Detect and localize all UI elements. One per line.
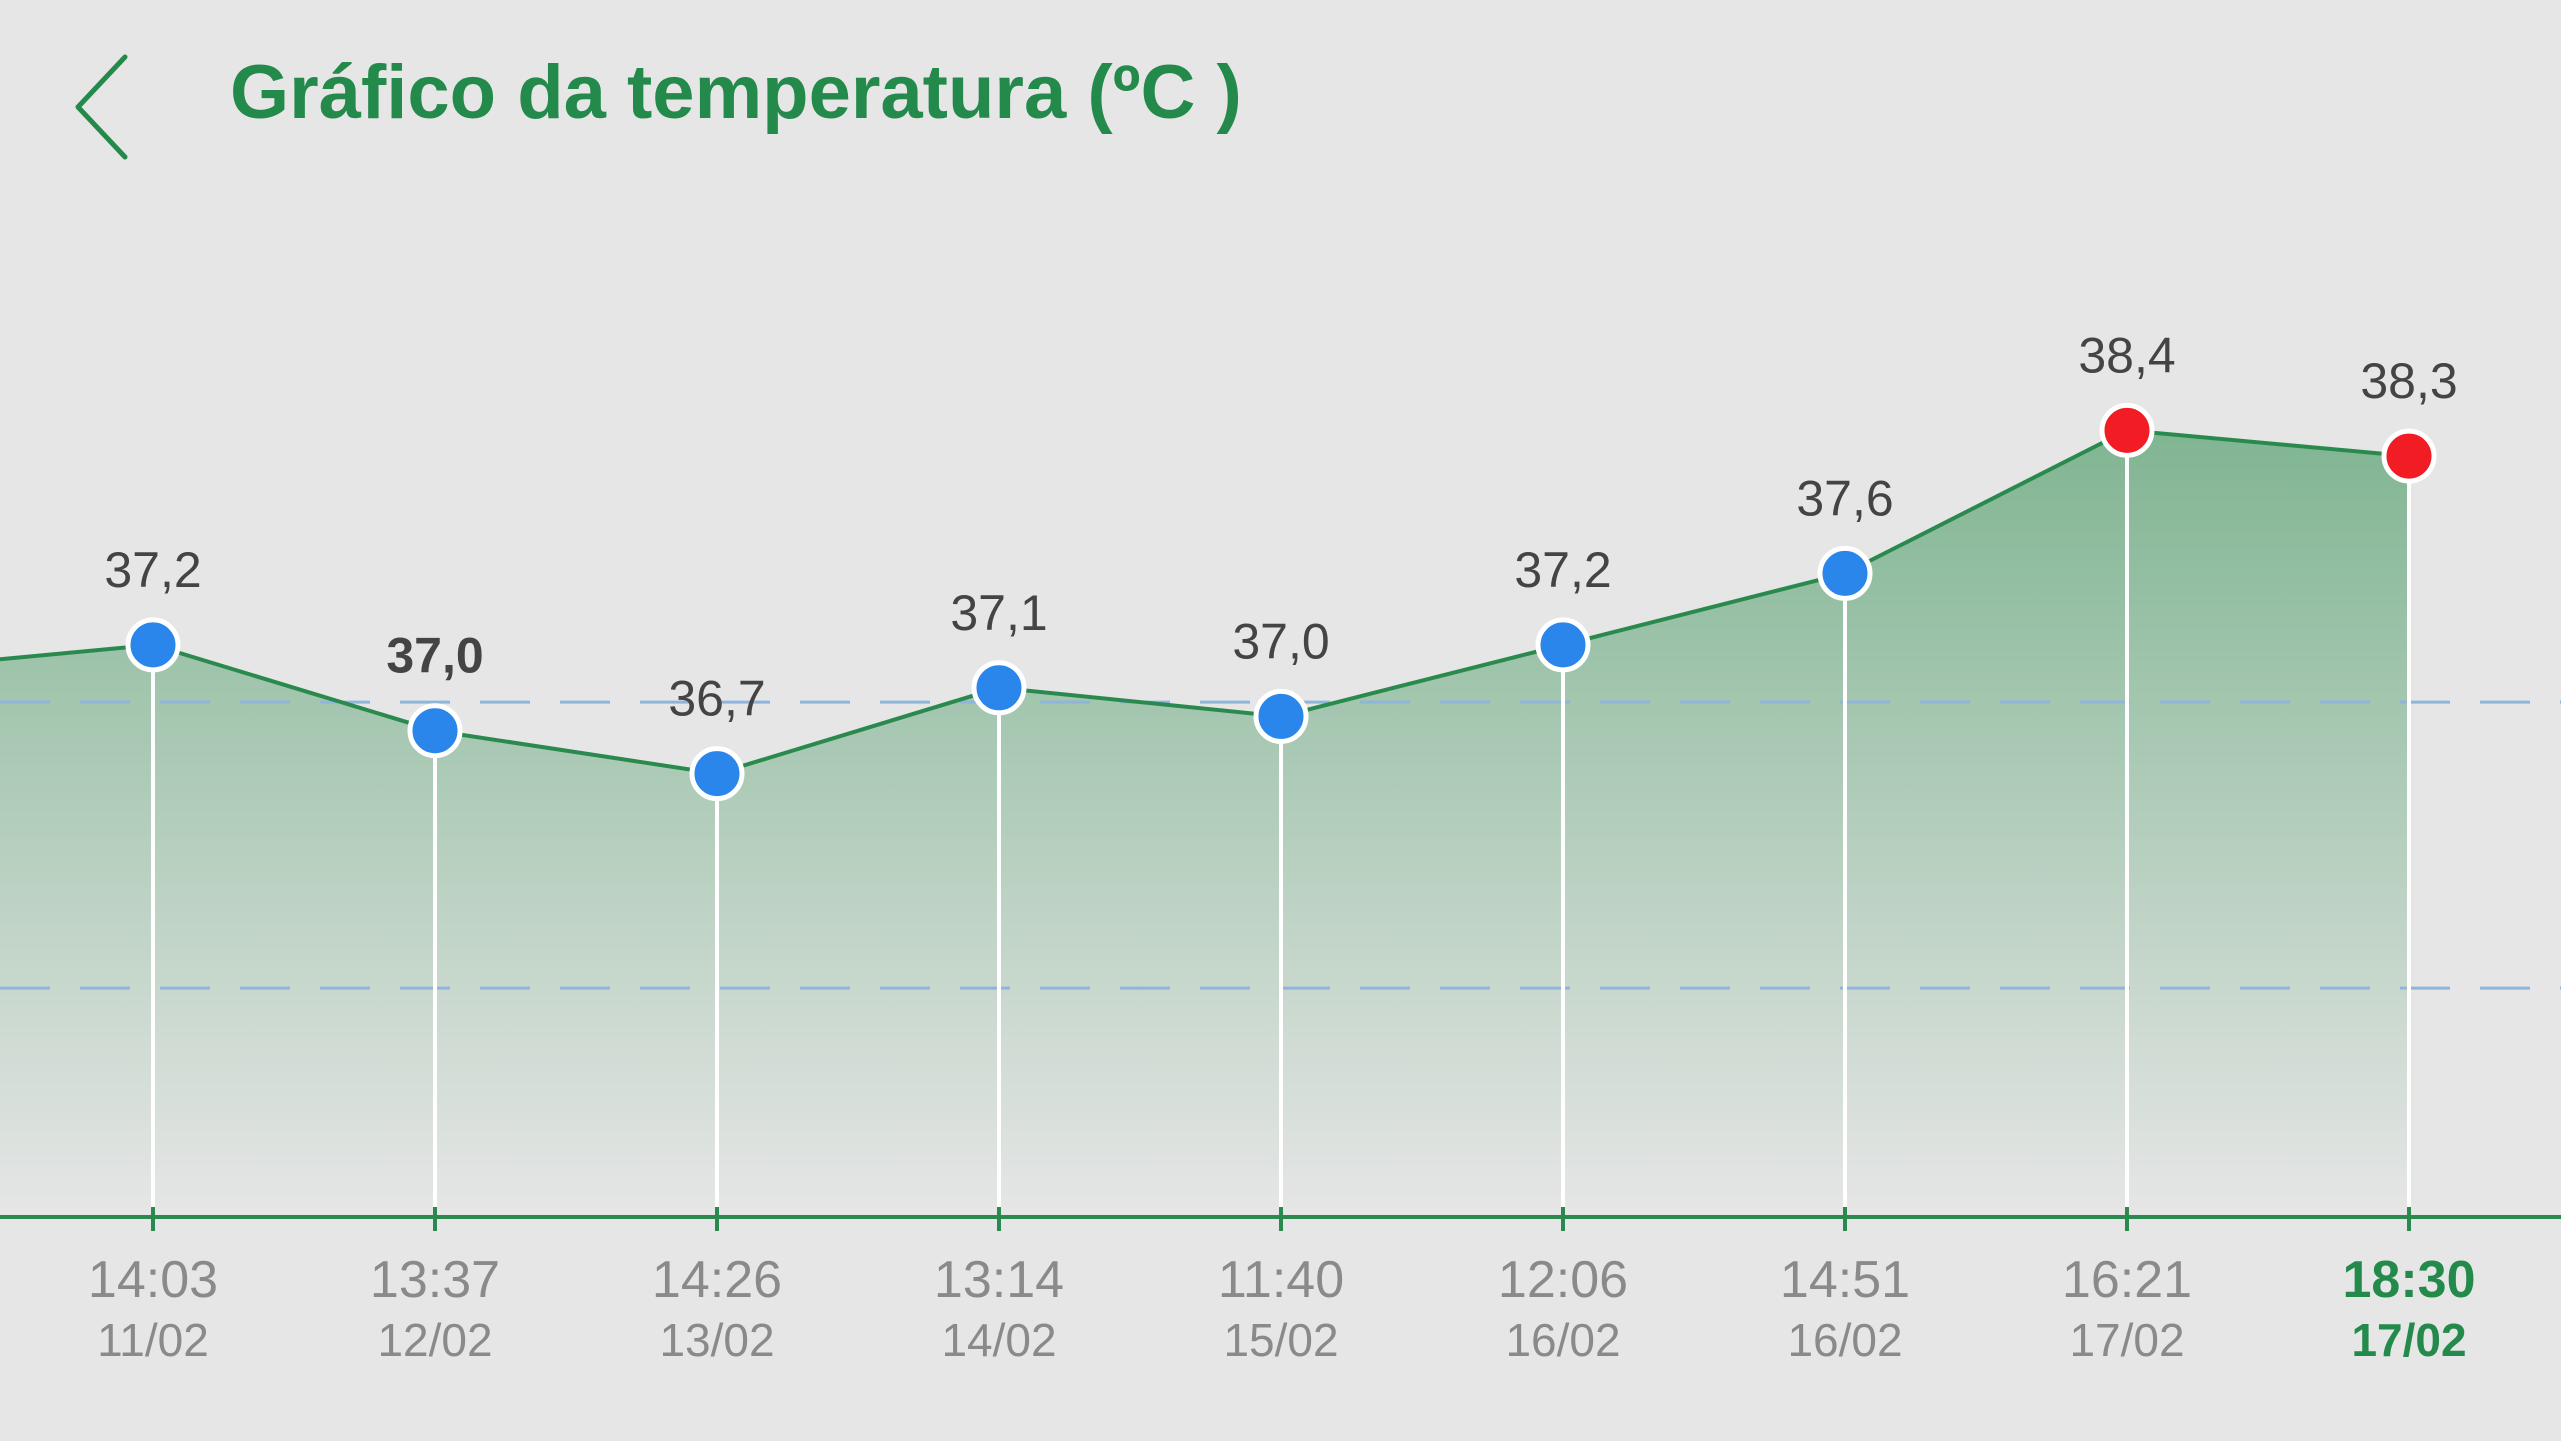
x-tick-label-time: 14:51 (1780, 1251, 1910, 1309)
x-tick-label-time: 18:30 (2343, 1251, 2476, 1309)
x-tick-label-date: 15/02 (1223, 1314, 1338, 1366)
temperature-area (0, 430, 2409, 1218)
value-label: 37,6 (1796, 470, 1893, 526)
data-point[interactable] (1535, 617, 1591, 673)
data-point[interactable] (1817, 545, 1873, 601)
x-tick-label-time: 13:14 (934, 1251, 1064, 1309)
data-point[interactable] (689, 746, 745, 802)
x-tick-label-date: 12/02 (377, 1314, 492, 1366)
x-tick-label-time: 16:21 (2062, 1251, 2192, 1309)
value-label: 37,2 (104, 542, 201, 598)
page-title: Gráfico da temperatura (ºC ) (230, 50, 1242, 135)
x-tick-label-date: 17/02 (2069, 1314, 2184, 1366)
data-point[interactable] (971, 660, 1027, 716)
value-label: 37,2 (1514, 542, 1611, 598)
x-tick-label-time: 12:06 (1498, 1251, 1628, 1309)
value-label: 38,3 (2360, 353, 2457, 409)
x-tick-label-date: 17/02 (2351, 1314, 2466, 1366)
x-tick-label-date: 16/02 (1787, 1314, 1902, 1366)
x-tick-label-date: 11/02 (97, 1314, 209, 1366)
data-point-fever[interactable] (2381, 428, 2437, 484)
data-point[interactable] (407, 703, 463, 759)
temperature-line (0, 428, 2410, 776)
back-button[interactable] (60, 45, 150, 170)
chevron-left-icon (75, 54, 128, 160)
data-point[interactable] (125, 617, 181, 673)
data-point[interactable] (1253, 688, 1309, 744)
x-tick-label-date: 16/02 (1505, 1314, 1620, 1366)
value-label: 38,4 (2078, 327, 2175, 383)
x-tick-label-time: 14:26 (652, 1251, 782, 1309)
data-point-fever[interactable] (2099, 402, 2155, 458)
x-tick-label-date: 14/02 (941, 1314, 1056, 1366)
x-tick-label-time: 13:37 (370, 1251, 500, 1309)
value-label: 37,0 (1232, 613, 1329, 669)
header: Gráfico da temperatura (ºC ) (0, 0, 2561, 200)
value-label: 37,1 (950, 585, 1047, 641)
value-label: 37,0 (386, 628, 483, 684)
x-tick-label-time: 14:03 (88, 1251, 218, 1309)
x-tick-label-date: 13/02 (659, 1314, 774, 1366)
x-tick-label-time: 11:40 (1218, 1251, 1344, 1309)
value-label: 36,7 (668, 671, 765, 727)
